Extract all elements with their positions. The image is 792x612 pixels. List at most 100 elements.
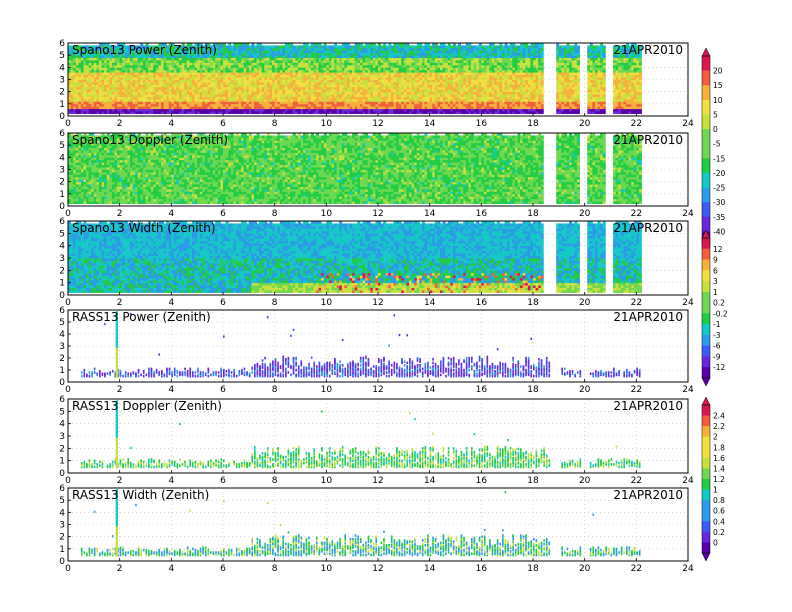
- heat-cell: [510, 82, 513, 85]
- heat-cell: [200, 58, 203, 61]
- heat-cell: [448, 65, 451, 68]
- heat-cell: [280, 75, 283, 78]
- heat-cell: [303, 106, 306, 109]
- heat-cell: [288, 89, 291, 92]
- heat-cell: [192, 106, 195, 109]
- heat-cell: [450, 87, 453, 90]
- heat-cell: [499, 62, 502, 65]
- heat-cell: [264, 58, 267, 61]
- heat-cell: [231, 80, 234, 83]
- heat-cell: [321, 92, 324, 95]
- heat-cell: [303, 60, 306, 63]
- heat-cell: [202, 58, 205, 61]
- heat-cell: [94, 99, 97, 102]
- heat-cell: [177, 58, 180, 61]
- heat-cell: [259, 77, 262, 80]
- heat-cell: [215, 92, 218, 95]
- heat-cell: [215, 89, 218, 92]
- heat-cell: [502, 84, 505, 87]
- heat-cell: [117, 99, 120, 102]
- heat-cell: [169, 72, 172, 75]
- heat-cell: [313, 89, 316, 92]
- heat-cell: [262, 82, 265, 85]
- heat-cell: [363, 58, 366, 61]
- heat-cell: [456, 111, 459, 114]
- heat-cell: [445, 53, 448, 56]
- heat-cell: [481, 50, 484, 53]
- heat-cell: [339, 99, 342, 102]
- heat-cell: [450, 50, 453, 53]
- heat-cell: [151, 97, 154, 100]
- heat-cell: [471, 94, 474, 97]
- heat-cell: [425, 109, 428, 112]
- heat-cell: [311, 67, 314, 70]
- heat-cell: [360, 94, 363, 97]
- heat-cell: [471, 58, 474, 61]
- heat-cell: [484, 97, 487, 100]
- heat-cell: [122, 106, 125, 109]
- heat-cell: [197, 94, 200, 97]
- heat-cell: [432, 70, 435, 73]
- heat-cell: [81, 67, 84, 70]
- heat-cell: [414, 53, 417, 56]
- heat-cell: [171, 82, 174, 85]
- heat-cell: [396, 104, 399, 107]
- heat-cell: [347, 94, 350, 97]
- heat-cell: [484, 48, 487, 51]
- heat-cell: [241, 60, 244, 63]
- heat-cell: [466, 109, 469, 112]
- heat-cell: [267, 62, 270, 65]
- heat-cell: [182, 60, 185, 63]
- heat-cell: [308, 80, 311, 83]
- heat-cell: [316, 50, 319, 53]
- heat-cell: [396, 80, 399, 83]
- heat-cell: [332, 104, 335, 107]
- heat-cell: [290, 65, 293, 68]
- heat-cell: [512, 50, 515, 53]
- heat-cell: [174, 70, 177, 73]
- heat-cell: [396, 94, 399, 97]
- heat-cell: [71, 75, 74, 78]
- heat-cell: [479, 72, 482, 75]
- heat-cell: [166, 72, 169, 75]
- heat-cell: [236, 97, 239, 100]
- heat-cell: [404, 50, 407, 53]
- heat-cell: [337, 72, 340, 75]
- heat-cell: [373, 45, 376, 48]
- heat-cell: [417, 80, 420, 83]
- heat-cell: [301, 101, 304, 104]
- heat-cell: [138, 62, 141, 65]
- heat-cell: [86, 109, 89, 112]
- heat-cell: [502, 104, 505, 107]
- heat-cell: [450, 62, 453, 65]
- heat-cell: [182, 89, 185, 92]
- heat-cell: [375, 77, 378, 80]
- heat-cell: [210, 99, 213, 102]
- heat-cell: [329, 45, 332, 48]
- heat-cell: [468, 48, 471, 51]
- heat-cell: [360, 80, 363, 83]
- heat-cell: [337, 50, 340, 53]
- heat-cell: [285, 60, 288, 63]
- heat-cell: [399, 106, 402, 109]
- heat-cell: [368, 75, 371, 78]
- heat-cell: [246, 84, 249, 87]
- heat-cell: [282, 72, 285, 75]
- heat-cell: [202, 67, 205, 70]
- heat-cell: [275, 104, 278, 107]
- heat-cell: [440, 87, 443, 90]
- heat-cell: [316, 106, 319, 109]
- heat-cell: [259, 101, 262, 104]
- heat-cell: [489, 58, 492, 61]
- heat-cell: [298, 94, 301, 97]
- heat-cell: [430, 65, 433, 68]
- heat-cell: [295, 97, 298, 100]
- heat-cell: [231, 70, 234, 73]
- heat-cell: [228, 53, 231, 56]
- heat-cell: [94, 58, 97, 61]
- heat-cell: [215, 82, 218, 85]
- heat-cell: [489, 106, 492, 109]
- heat-cell: [357, 70, 360, 73]
- heat-cell: [71, 94, 74, 97]
- heat-cell: [497, 104, 500, 107]
